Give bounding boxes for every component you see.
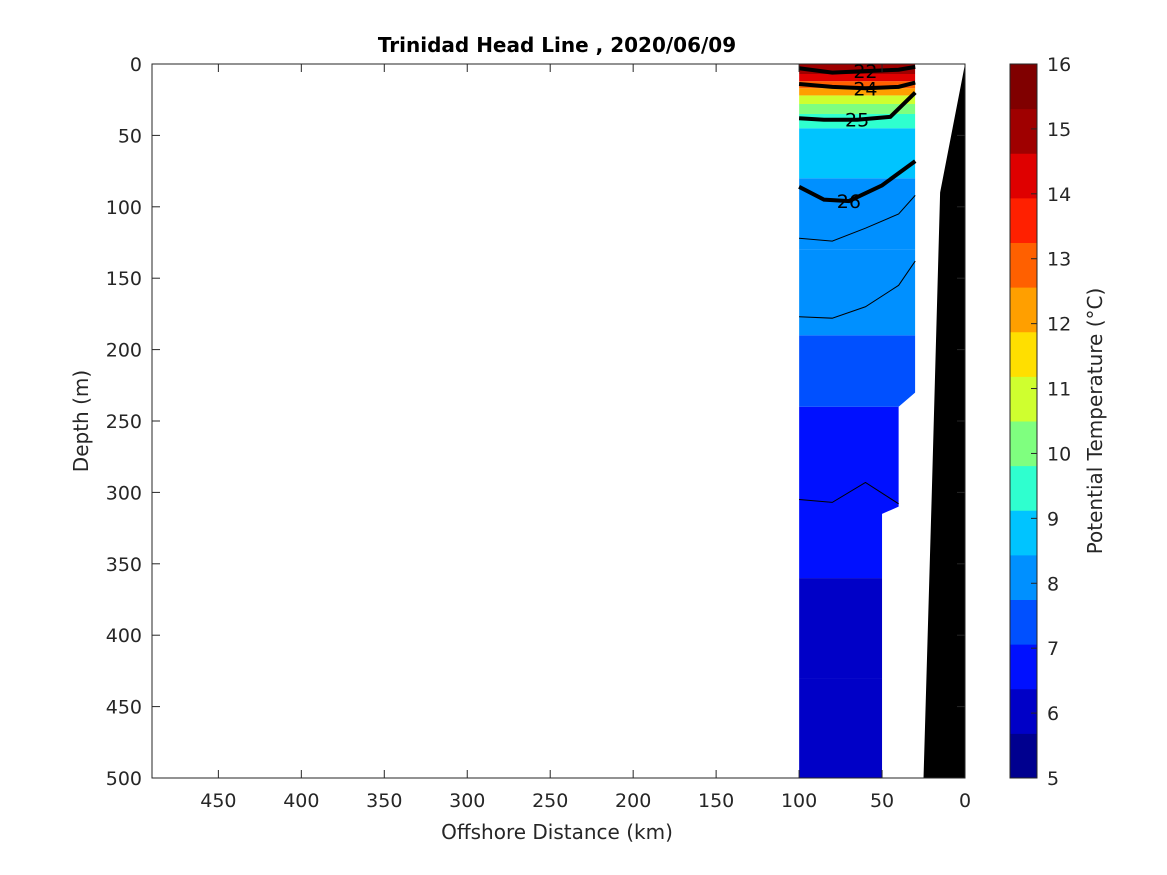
x-tick-label: 0: [959, 790, 971, 812]
colorbar-swatch: [1010, 242, 1037, 288]
temperature-band: [799, 73, 916, 82]
colorbar-swatch: [1010, 688, 1037, 734]
density-contour: [799, 260, 916, 319]
contour-label: 24: [853, 78, 877, 100]
colorbar-swatch: [1010, 644, 1037, 690]
colorbar-swatch: [1010, 64, 1037, 110]
temperature-band: [799, 128, 916, 179]
colorbar-swatch: [1010, 733, 1037, 779]
colorbar-tick-label: 5: [1047, 768, 1059, 790]
colorbar-swatch: [1010, 197, 1037, 243]
temperature-band: [799, 678, 916, 778]
colorbar-swatch: [1010, 421, 1037, 467]
x-tick-label: 200: [615, 790, 651, 812]
colorbar-swatch: [1010, 153, 1037, 199]
colorbar-tick-label: 16: [1047, 54, 1071, 76]
y-tick-label: 450: [106, 697, 142, 719]
density-contour: [799, 195, 916, 242]
y-tick-label: 50: [118, 125, 142, 147]
density-contour: [798, 159, 917, 204]
colorbar-tick-label: 13: [1047, 249, 1071, 271]
colorbar-tick-label: 11: [1047, 379, 1071, 401]
temperature-band: [799, 178, 916, 250]
x-tick-label: 400: [283, 790, 319, 812]
seafloor: [923, 64, 965, 778]
x-tick-label: 150: [698, 790, 734, 812]
colorbar-swatch: [1010, 331, 1037, 377]
y-axis: 0 50 100 150 200 250 300 350 400 450 500: [106, 54, 965, 790]
x-tick-label: 50: [870, 790, 894, 812]
y-tick-label: 350: [106, 554, 142, 576]
density-contour: [798, 91, 917, 122]
y-axis-label: Depth (m): [69, 370, 93, 472]
colorbar-swatch: [1010, 465, 1037, 511]
density-contour: [798, 80, 916, 91]
temperature-fill: [799, 64, 916, 778]
colorbar-frame: [1009, 63, 1038, 779]
x-axis-label: Offshore Distance (km): [441, 820, 673, 844]
colorbar-label: Potential Temperature (°C): [1083, 288, 1107, 555]
density-contour: [798, 64, 916, 75]
temperature-band: [799, 64, 916, 74]
y-tick-label: 200: [106, 340, 142, 362]
contour-label: 25: [845, 110, 869, 132]
density-contour: [799, 481, 899, 505]
colorbar: 5 6 7 8 9 10 11 12 13 14 15 16: [1009, 54, 1071, 790]
colorbar-tick-label: 10: [1047, 443, 1071, 465]
y-tick-label: 400: [106, 625, 142, 647]
contour-label: 26: [837, 191, 861, 213]
x-tick-label: 450: [200, 790, 236, 812]
x-tick-label: 300: [449, 790, 485, 812]
temperature-band: [799, 335, 916, 407]
colorbar-tick-label: 6: [1047, 703, 1059, 725]
colorbar-swatch: [1010, 554, 1037, 600]
y-tick-label: 300: [106, 482, 142, 504]
colorbar-swatch: [1010, 287, 1037, 333]
temperature-band: [799, 103, 916, 114]
temperature-band: [799, 95, 916, 104]
temperature-band: [799, 249, 916, 336]
x-tick-label: 250: [532, 790, 568, 812]
colorbar-swatch: [1010, 510, 1037, 556]
temperature-band: [799, 578, 916, 679]
contour-label: 22: [853, 61, 877, 83]
colorbar-swatch: [1010, 599, 1037, 645]
colorbar-swatch: [1010, 108, 1037, 154]
colorbar-tick-label: 14: [1047, 184, 1071, 206]
y-tick-label: 150: [106, 268, 142, 290]
x-axis: 450 400 350 300 250 200 150 100 50 0: [200, 64, 971, 812]
y-tick-label: 0: [130, 54, 142, 76]
temperature-band: [799, 406, 916, 579]
bathymetry: [923, 64, 965, 778]
y-tick-label: 250: [106, 411, 142, 433]
y-tick-label: 500: [106, 768, 142, 790]
chart-title: Trinidad Head Line , 2020/06/09: [378, 33, 736, 57]
colorbar-tick-label: 7: [1047, 638, 1059, 660]
colorbar-swatch: [1010, 376, 1037, 422]
temperature-band: [799, 81, 916, 89]
colorbar-tick-label: 9: [1047, 508, 1059, 530]
x-tick-label: 350: [366, 790, 402, 812]
temperature-band: [799, 88, 916, 96]
colorbar-tick-label: 12: [1047, 314, 1071, 336]
colorbar-tick-label: 15: [1047, 119, 1071, 141]
x-tick-label: 100: [781, 790, 817, 812]
colorbar-tick-label: 8: [1047, 573, 1059, 595]
y-tick-label: 100: [106, 197, 142, 219]
